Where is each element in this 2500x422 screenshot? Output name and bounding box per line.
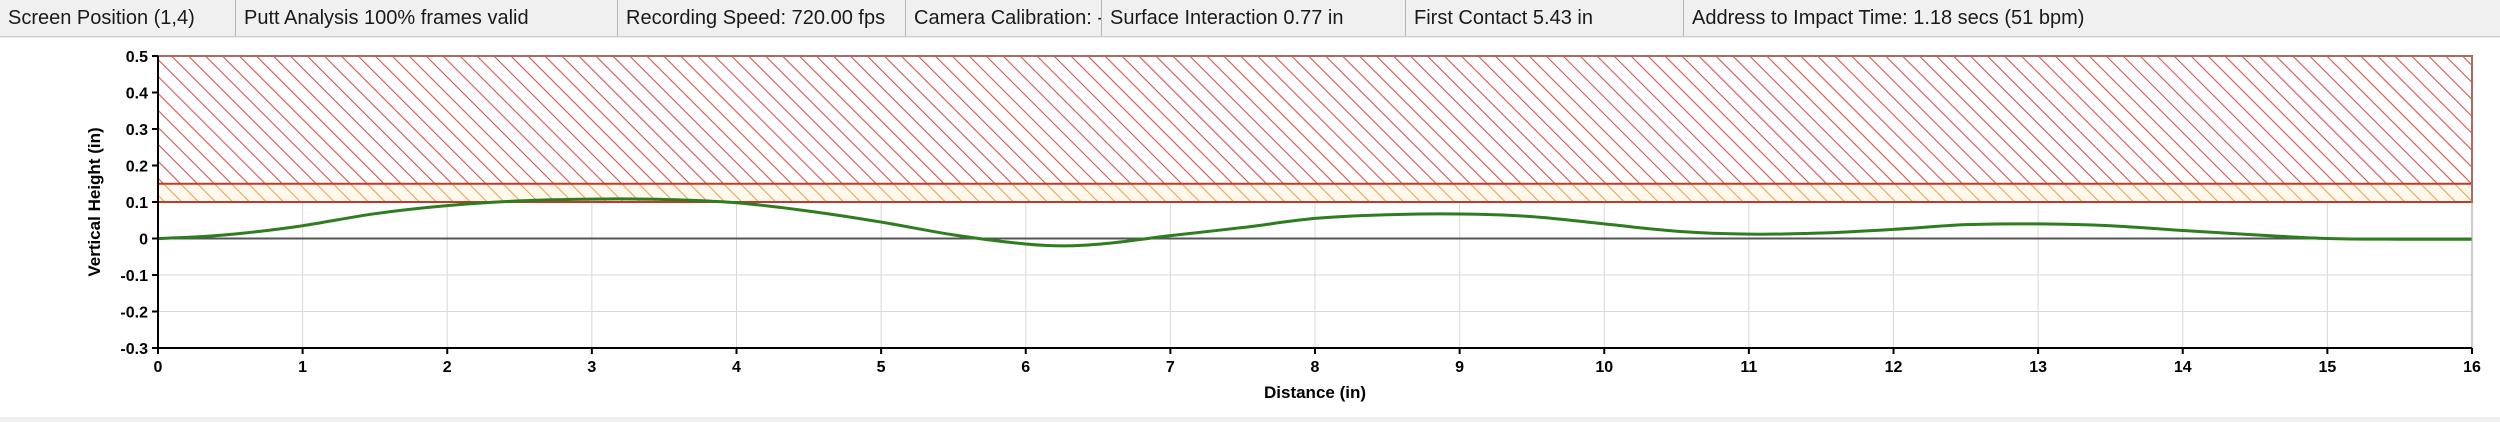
x-tick-label: 6	[1021, 359, 1030, 376]
y-tick-label: 0.3	[126, 122, 148, 139]
danger-zone-band	[157, 55, 2473, 203]
caution-zone-band	[157, 182, 2473, 203]
series-layer	[157, 197, 2473, 248]
y-tick-label: 0.1	[126, 195, 148, 212]
status-first-contact: First Contact 5.43 in	[1406, 0, 1684, 36]
status-recording-speed: Recording Speed: 720.00 fps	[618, 0, 906, 36]
x-tick-label: 16	[2463, 359, 2481, 376]
putt-chart: 0 1 2 3 4 5 6 7 8 9 10 11 12 13 14 15 16-0.3-0.2-0.100.1…	[85, 49, 2481, 402]
status-putt-analysis: Putt Analysis 100% frames valid	[236, 0, 618, 36]
status-camera-calibration: Camera Calibration: -(	[906, 0, 1102, 36]
x-tick-label: 11	[1740, 359, 1757, 376]
x-tick-label: 4	[732, 359, 741, 376]
x-axis-label: Distance (in)	[1264, 383, 1366, 402]
x-tick-label: 14	[2174, 359, 2192, 376]
y-tick-label: -0.2	[120, 305, 148, 322]
x-tick-label: 7	[1166, 359, 1175, 376]
x-tick-label: 12	[1885, 359, 1903, 376]
x-tick-label: 1	[298, 359, 307, 376]
status-surface-interaction: Surface Interaction 0.77 in	[1102, 0, 1406, 36]
y-tick-label: 0.4	[126, 86, 148, 103]
club-path-line	[157, 197, 2473, 248]
y-tick-label: -0.3	[120, 341, 148, 358]
tick-labels: 0 1 2 3 4 5 6 7 8 9 10 11 12 13 14 15 16-0.3-0.2-0.100.1…	[120, 49, 2481, 376]
y-tick-label: -0.1	[120, 268, 148, 285]
x-tick-label: 2	[443, 359, 452, 376]
x-tick-label: 15	[2318, 359, 2336, 376]
zone-bands	[157, 55, 2473, 203]
status-bar: Screen Position (1,4) Putt Analysis 100%…	[0, 0, 2500, 37]
x-tick-label: 8	[1311, 359, 1320, 376]
x-tick-label: 5	[877, 359, 886, 376]
axes	[152, 55, 2473, 354]
status-screen-position: Screen Position (1,4)	[0, 0, 236, 36]
y-tick-label: 0	[139, 232, 148, 249]
x-tick-label: 3	[587, 359, 596, 376]
y-tick-label: 0.5	[126, 49, 148, 66]
chart-panel: 0 1 2 3 4 5 6 7 8 9 10 11 12 13 14 15 16 -0.3 -0.2 -0.1 0 0.1…	[0, 38, 2500, 417]
y-tick-label: 0.2	[126, 159, 148, 176]
x-tick-label: 0	[154, 359, 163, 376]
x-tick-label: 9	[1455, 359, 1464, 376]
status-address-to-impact: Address to Impact Time: 1.18 secs (51 bp…	[1692, 7, 2085, 29]
y-axis-label: Vertical Height (in)	[85, 127, 104, 276]
x-tick-label: 10	[1595, 359, 1613, 376]
x-tick-label: 13	[2029, 359, 2047, 376]
